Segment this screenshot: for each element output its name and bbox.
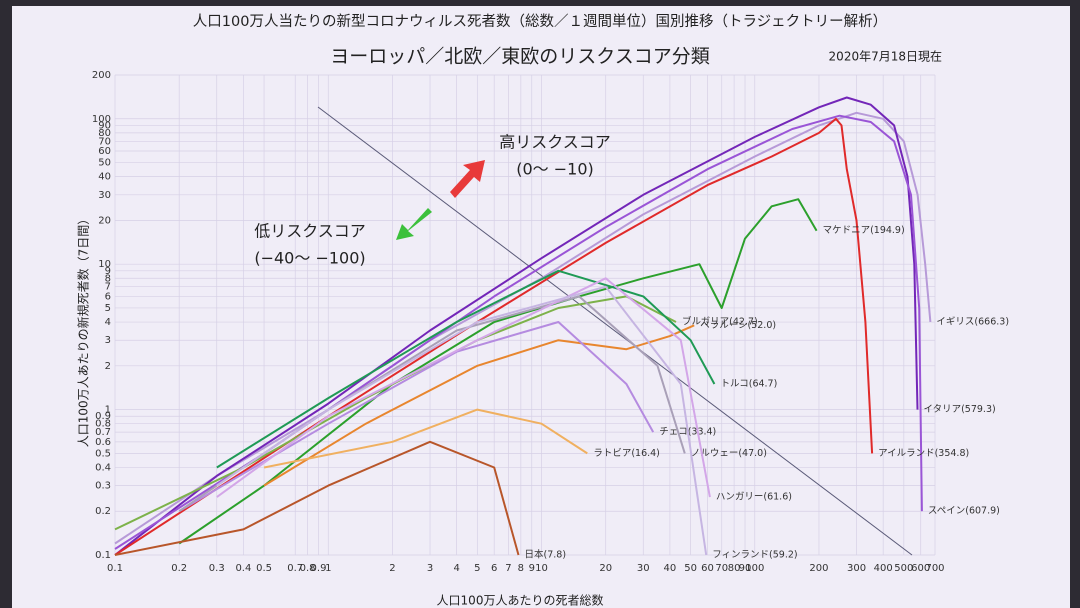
series-line [178,198,818,545]
x-tick-label: 100 [745,563,764,574]
series-label: スペイン(607.9) [928,506,1000,517]
y-tick-label: 40 [98,172,111,183]
y-tick-label: 60 [98,146,111,157]
x-tick-label: 400 [874,563,893,574]
x-tick-label: 8 [518,563,524,574]
risk-divider [317,106,913,556]
series-line [114,440,520,556]
series-label: マケドニア(194.9) [823,225,905,236]
series-line [263,408,588,469]
x-tick-label: 7 [505,563,511,574]
series-label: アイルランド(354.8) [878,448,969,459]
low-risk-arrow [396,208,432,240]
x-tick-label: 0.2 [171,563,187,574]
series-label: イギリス(666.3) [936,317,1009,328]
y-tick-label: 80 [98,128,111,139]
y-tick-label: 7 [105,282,111,293]
series-line [114,96,919,556]
series-label: ハンガリー(61.6) [716,492,792,503]
series-label: フィンランド(59.2) [712,550,797,561]
x-axis-label: 人口100万人あたりの死者総数 [437,593,604,608]
x-tick-label: 0.8 [300,563,316,574]
series-line [263,324,695,487]
y-tick-label: 50 [98,158,111,169]
annotation: (0〜 −10) [516,160,594,179]
y-tick-label: 10 [98,259,111,270]
x-tick-label: 20 [599,563,612,574]
y-tick-label: 0.8 [95,419,111,430]
x-tick-label: 10 [535,563,548,574]
series-line [114,114,923,550]
y-tick-label: 9 [105,266,111,277]
x-tick-label: 300 [847,563,866,574]
y-tick-label: 0.3 [95,481,111,492]
y-tick-label: 30 [98,190,111,201]
x-tick-label: 80 [728,563,741,574]
x-tick-label: 30 [637,563,650,574]
x-tick-label: 2 [389,563,395,574]
x-tick-label: 70 [715,563,728,574]
chart-subtitle: ヨーロッパ／北欧／東欧のリスクスコア分類 [330,46,709,68]
y-tick-label: 5 [105,303,111,314]
x-tick-label: 0.3 [209,563,225,574]
x-tick-label: 50 [684,563,697,574]
x-tick-label: 40 [664,563,677,574]
x-tick-label: 0.9 [311,563,327,574]
x-tick-label: 5 [474,563,480,574]
series-label: ブルガリア(42.7) [682,316,758,328]
annotation: 高リスクスコア [499,133,611,152]
x-tick-label: 60 [701,563,714,574]
series-label: トルコ(64.7) [720,378,777,389]
x-tick-label: 700 [925,563,944,574]
annotation: (−40〜 −100) [254,249,365,268]
x-tick-label: 0.7 [287,563,303,574]
y-tick-label: 1 [105,405,111,416]
series-line [216,285,708,556]
y-tick-label: 0.1 [95,550,111,561]
y-axis-label: 人口100万人あたりの新規死者数（7日間） [76,213,91,448]
x-tick-label: 600 [911,563,930,574]
y-tick-label: 0.7 [95,427,111,438]
y-tick-label: 100 [92,114,111,125]
x-tick-label: 0.5 [256,563,272,574]
x-tick-label: 90 [739,563,752,574]
annotation: 低リスクスコア [254,222,366,241]
y-tick-label: 0.5 [95,448,111,459]
series-label: 日本(7.8) [525,549,567,561]
x-tick-label: 0.1 [107,563,123,574]
y-tick-label: 90 [98,120,111,131]
y-tick-label: 70 [98,136,111,147]
series-line [178,321,655,513]
y-tick-label: 3 [105,335,111,346]
x-tick-label: 6 [491,563,497,574]
series-label: ラトビア(16.4) [593,448,660,459]
y-tick-label: 2 [105,361,111,372]
x-tick-label: 200 [809,563,828,574]
y-tick-label: 0.6 [95,437,111,448]
y-tick-label: 0.9 [95,411,111,422]
y-tick-label: 0.4 [95,462,111,473]
x-tick-label: 1 [325,563,331,574]
y-tick-label: 4 [105,317,111,328]
series-label: ノルウェー(47.0) [691,448,767,459]
series-label: ベラルーシ(52.0) [700,320,776,331]
y-tick-label: 8 [105,273,111,284]
y-tick-label: 20 [98,215,111,226]
x-tick-label: 4 [453,563,459,574]
y-tick-label: 200 [92,70,111,81]
high-risk-arrow [450,160,485,198]
series-line [216,277,711,498]
date: 2020年7月18日現在 [829,50,942,64]
x-tick-label: 3 [427,563,433,574]
x-tick-label: 0.4 [235,563,251,574]
chart-title: 人口100万人当たりの新型コロナウィルス死者数（総数／１週間単位）国別推移（トラ… [193,13,887,30]
series-label: イタリア(579.3) [923,404,995,415]
x-tick-label: 9 [529,563,535,574]
x-tick-label: 500 [894,563,913,574]
y-tick-label: 6 [105,291,111,302]
y-tick-label: 0.2 [95,506,111,517]
series-line [216,269,716,469]
